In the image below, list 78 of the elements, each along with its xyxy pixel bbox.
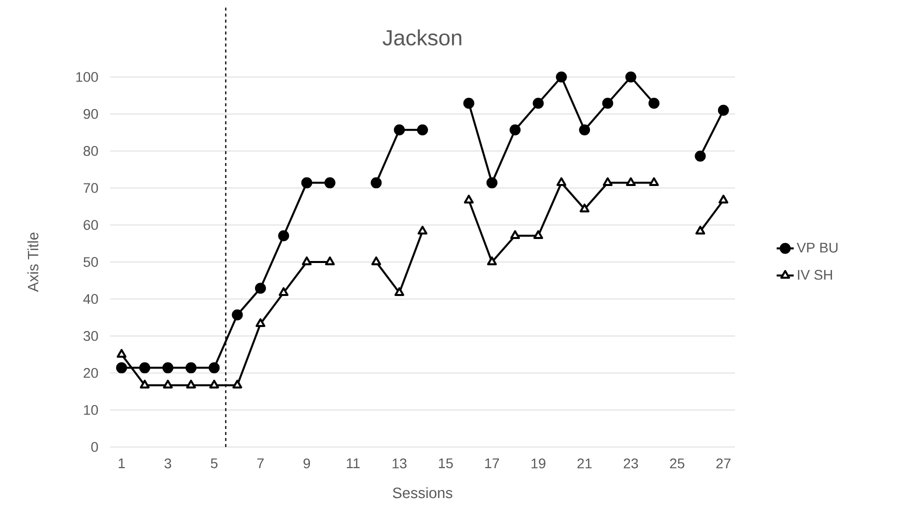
- point: [510, 124, 521, 136]
- point: [139, 362, 150, 374]
- y-tick-label: 50: [84, 257, 98, 267]
- chart-title: Jackson: [382, 29, 462, 46]
- point: [418, 226, 428, 235]
- point: [602, 98, 614, 109]
- point: [256, 318, 266, 328]
- x-tick-label: 19: [532, 458, 546, 468]
- y-tick-label: 60: [84, 220, 98, 230]
- y-tick-label: 100: [76, 72, 98, 82]
- point: [487, 256, 497, 266]
- point: [254, 282, 266, 294]
- y-axis-title: Axis Title: [27, 232, 38, 292]
- legend-label: IV SH: [798, 270, 832, 280]
- x-tick-label: 13: [392, 458, 406, 468]
- x-tick-label: 1: [118, 458, 125, 468]
- x-tick-label: 3: [164, 458, 172, 468]
- point: [140, 380, 150, 388]
- point: [394, 124, 405, 136]
- point: [626, 177, 636, 186]
- point: [417, 124, 428, 136]
- y-tick-label: 80: [84, 146, 98, 156]
- point: [718, 194, 728, 204]
- point: [533, 230, 544, 239]
- y-tick-label: 20: [84, 368, 98, 378]
- x-tick-label: 11: [346, 458, 360, 468]
- point: [301, 177, 312, 188]
- point: [371, 256, 382, 266]
- point: [370, 177, 382, 188]
- x-tick-label: 27: [716, 458, 730, 468]
- point: [186, 362, 197, 374]
- legend-label: VP BU: [796, 242, 838, 253]
- point: [116, 362, 128, 374]
- point: [556, 71, 567, 82]
- point: [625, 71, 636, 82]
- y-tick-label: 30: [84, 331, 98, 341]
- point: [532, 98, 544, 109]
- x-tick-label: 25: [670, 458, 684, 468]
- point: [464, 194, 474, 204]
- point: [232, 309, 243, 320]
- x-tick-label: 21: [577, 458, 592, 468]
- x-tick-label: 17: [485, 458, 500, 468]
- y-tick-label: 90: [84, 109, 98, 119]
- point: [278, 287, 289, 296]
- point: [510, 230, 520, 239]
- point: [162, 380, 173, 388]
- point: [648, 98, 660, 109]
- x-tick-label: 5: [210, 458, 218, 468]
- point: [649, 177, 659, 186]
- y-tick-label: 40: [83, 294, 98, 304]
- point: [278, 230, 290, 242]
- point: [208, 362, 220, 374]
- point: [394, 287, 404, 296]
- y-tick-label: 70: [84, 183, 98, 193]
- x-axis-title: Sessions: [392, 487, 452, 498]
- point: [209, 380, 220, 388]
- point: [325, 256, 335, 266]
- point: [232, 380, 242, 388]
- point: [486, 177, 498, 188]
- x-tick-label: 7: [257, 458, 264, 468]
- y-tick-label: 10: [84, 405, 98, 415]
- point: [463, 98, 474, 109]
- point: [324, 177, 336, 188]
- point: [718, 104, 729, 116]
- point: [602, 177, 613, 186]
- point: [116, 348, 126, 358]
- point: [556, 177, 566, 186]
- point: [186, 380, 196, 388]
- point: [302, 256, 312, 266]
- y-tick-label: 0: [91, 442, 98, 452]
- point: [695, 226, 706, 235]
- x-tick-label: 23: [624, 458, 638, 468]
- point: [579, 124, 590, 136]
- x-tick-label: 9: [304, 458, 310, 468]
- point: [694, 150, 706, 162]
- x-tick-label: 15: [438, 458, 453, 468]
- point: [162, 362, 174, 374]
- point: [580, 204, 590, 212]
